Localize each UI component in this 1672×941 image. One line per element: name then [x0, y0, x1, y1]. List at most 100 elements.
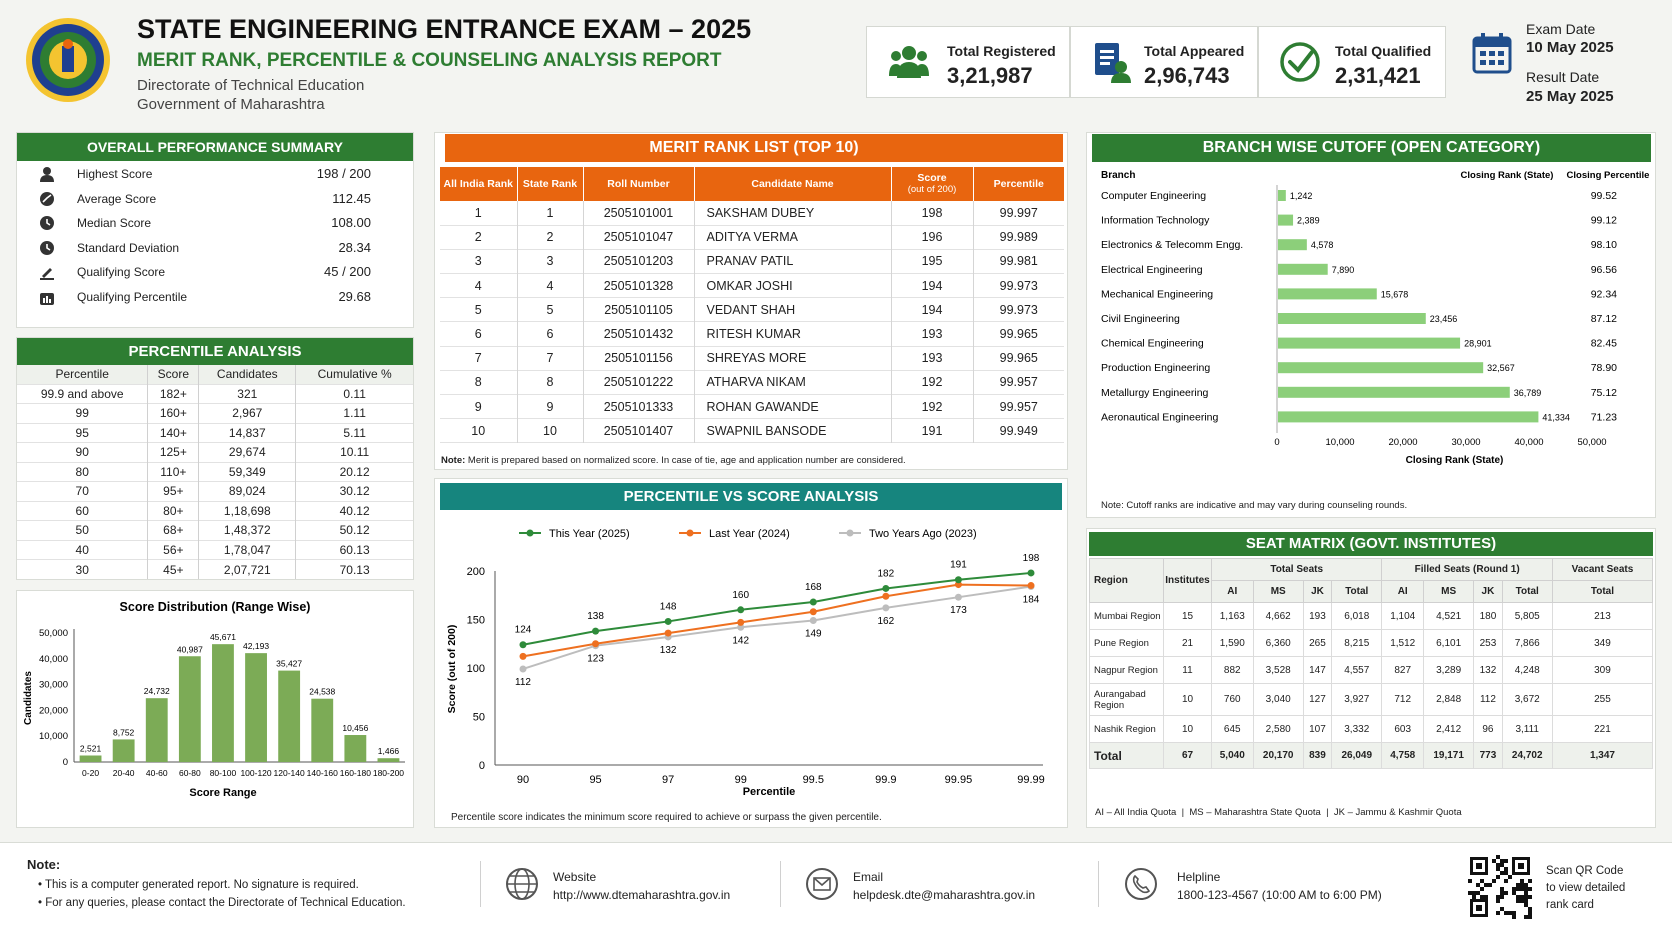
table-cell: 5	[440, 297, 518, 322]
sub-header: Total	[1551, 580, 1654, 603]
bar-value-label: 45,671	[210, 632, 236, 642]
col-header: Score	[147, 365, 200, 384]
percentile-label: 92.34	[1591, 288, 1617, 300]
table-cell: 6	[517, 321, 584, 347]
table-cell: 40	[17, 540, 149, 560]
exam-date-label: Exam Date	[1526, 21, 1596, 37]
x-axis-label: Percentile	[743, 786, 796, 798]
summary-value: 29.68	[338, 288, 371, 304]
table-cell: 125+	[147, 442, 200, 462]
branch-label: Mechanical Engineering	[1101, 288, 1213, 300]
bar-value-label: 42,193	[243, 641, 269, 651]
qr-caption-2: to view detailed	[1546, 882, 1626, 894]
table-cell: Nashik Region	[1089, 715, 1164, 743]
series-line	[522, 583, 1032, 658]
qr-code-icon[interactable]	[1468, 855, 1532, 919]
y-tick-label: 200	[467, 566, 485, 578]
table-cell: 253	[1473, 629, 1503, 657]
table-cell: 265	[1302, 629, 1333, 657]
merit-panel: MERIT RANK LIST (TOP 10) All India Rank …	[434, 132, 1068, 470]
website-link[interactable]: http://www.dtemaharashtra.gov.in	[553, 888, 731, 902]
table-cell: 9	[440, 394, 518, 419]
table-cell: 2	[440, 225, 518, 250]
col-header: Cumulative %	[317, 367, 392, 382]
y-tick-label: 0	[479, 760, 485, 772]
table-cell: ADITYA VERMA	[694, 225, 892, 250]
bar-value-label: 41,334	[1542, 412, 1570, 422]
percentile-label: 96.56	[1591, 264, 1617, 276]
table-cell: 67	[1163, 742, 1212, 769]
table-cell: 2505101203	[583, 249, 695, 274]
bar	[1278, 337, 1461, 349]
bar-value-label: 2,521	[80, 743, 102, 753]
table-cell: 882	[1211, 656, 1254, 684]
bar	[245, 653, 267, 762]
table-cell: 99	[17, 403, 149, 423]
table-cell: 309	[1551, 656, 1654, 684]
x-tick-label: 50,000	[1577, 437, 1606, 448]
percentile-label: 71.23	[1591, 411, 1617, 423]
legend-marker	[686, 529, 694, 537]
bar-value-label: 32,567	[1487, 363, 1515, 373]
table-row: Nagpur Region 11 882 3,528 147 4,557 827 3,289 1…	[1089, 656, 1654, 684]
table-cell: 20.12	[339, 464, 370, 479]
bar	[1278, 313, 1426, 324]
table-cell: SWAPNIL BANSODE	[694, 418, 892, 443]
percentile-analysis-panel: PERCENTILE ANALYSIS Percentile Score Can…	[16, 337, 414, 580]
footer-note-label: Note:	[27, 857, 61, 872]
stat-label: Total Qualified	[1335, 43, 1432, 59]
col-header: Region	[1089, 558, 1164, 603]
table-cell: 0.11	[343, 386, 366, 401]
table-cell: 95	[17, 423, 149, 443]
table-row: 80 110+ 59,349 20.12	[17, 462, 413, 482]
x-tick-label: 0	[1274, 437, 1279, 448]
series-point	[664, 629, 672, 637]
bar	[377, 758, 400, 762]
table-cell: 4	[517, 273, 584, 298]
bar	[344, 735, 367, 762]
col-header: State Rank	[517, 167, 584, 201]
series-line	[522, 585, 1032, 670]
branch-label: Aeronautical Engineering	[1101, 411, 1218, 423]
table-cell: 2,967	[198, 403, 297, 423]
bar	[112, 739, 135, 762]
table-cell: 8	[517, 370, 584, 395]
table-cell: Aurangabad Region	[1089, 683, 1164, 716]
x-tick-label: 20,000	[1388, 437, 1417, 448]
pvs-note: Percentile score indicates the minimum s…	[451, 812, 882, 823]
series-point	[737, 606, 745, 614]
stat-label: Total Registered	[947, 43, 1056, 59]
table-cell: Pune Region	[1089, 629, 1164, 657]
bar	[79, 755, 102, 762]
note-text: For any queries, please contact the Dire…	[45, 897, 406, 909]
table-cell: 11	[1163, 656, 1212, 684]
score-distribution-panel: Score Distribution (Range Wise) 0 10,000 20…	[16, 590, 414, 828]
footer-note-1: • This is a computer generated report. N…	[38, 879, 359, 891]
quota-legend: AI – All India Quota | MS – Maharashtra …	[1095, 807, 1462, 818]
table-cell: 10	[1163, 715, 1212, 743]
table-cell: 712	[1381, 683, 1424, 716]
document-user-icon	[1095, 43, 1131, 83]
table-row: 40 56+ 1,78,047 60.13	[17, 540, 413, 560]
table-cell: 2,580	[1252, 715, 1304, 743]
col-header: Candidates	[198, 365, 297, 384]
x-tick-label: 60-80	[179, 768, 201, 778]
series-point	[882, 584, 890, 592]
table-cell: 6	[440, 321, 518, 347]
table-cell: ATHARVA NIKAM	[694, 370, 892, 395]
table-cell: 21	[1163, 629, 1212, 657]
branch-label: Information Technology	[1101, 215, 1210, 227]
bar-value-label: 28,901	[1464, 339, 1492, 349]
table-cell: 7	[517, 346, 584, 371]
x-tick-label: 99.95	[945, 774, 973, 786]
table-cell: 193	[891, 321, 974, 347]
y-tick-label: 10,000	[39, 731, 68, 742]
table-cell: 2505101407	[583, 418, 695, 443]
x-tick-label: 140-160	[307, 768, 338, 778]
table-cell: 45+	[147, 559, 200, 579]
table-cell: 147	[1302, 656, 1333, 684]
bar-value-label: 2,389	[1297, 216, 1320, 226]
table-cell: 19,171	[1422, 742, 1475, 769]
email-link[interactable]: helpdesk.dte@maharashtra.gov.in	[853, 888, 1036, 902]
table-cell: 3,672	[1501, 683, 1553, 716]
